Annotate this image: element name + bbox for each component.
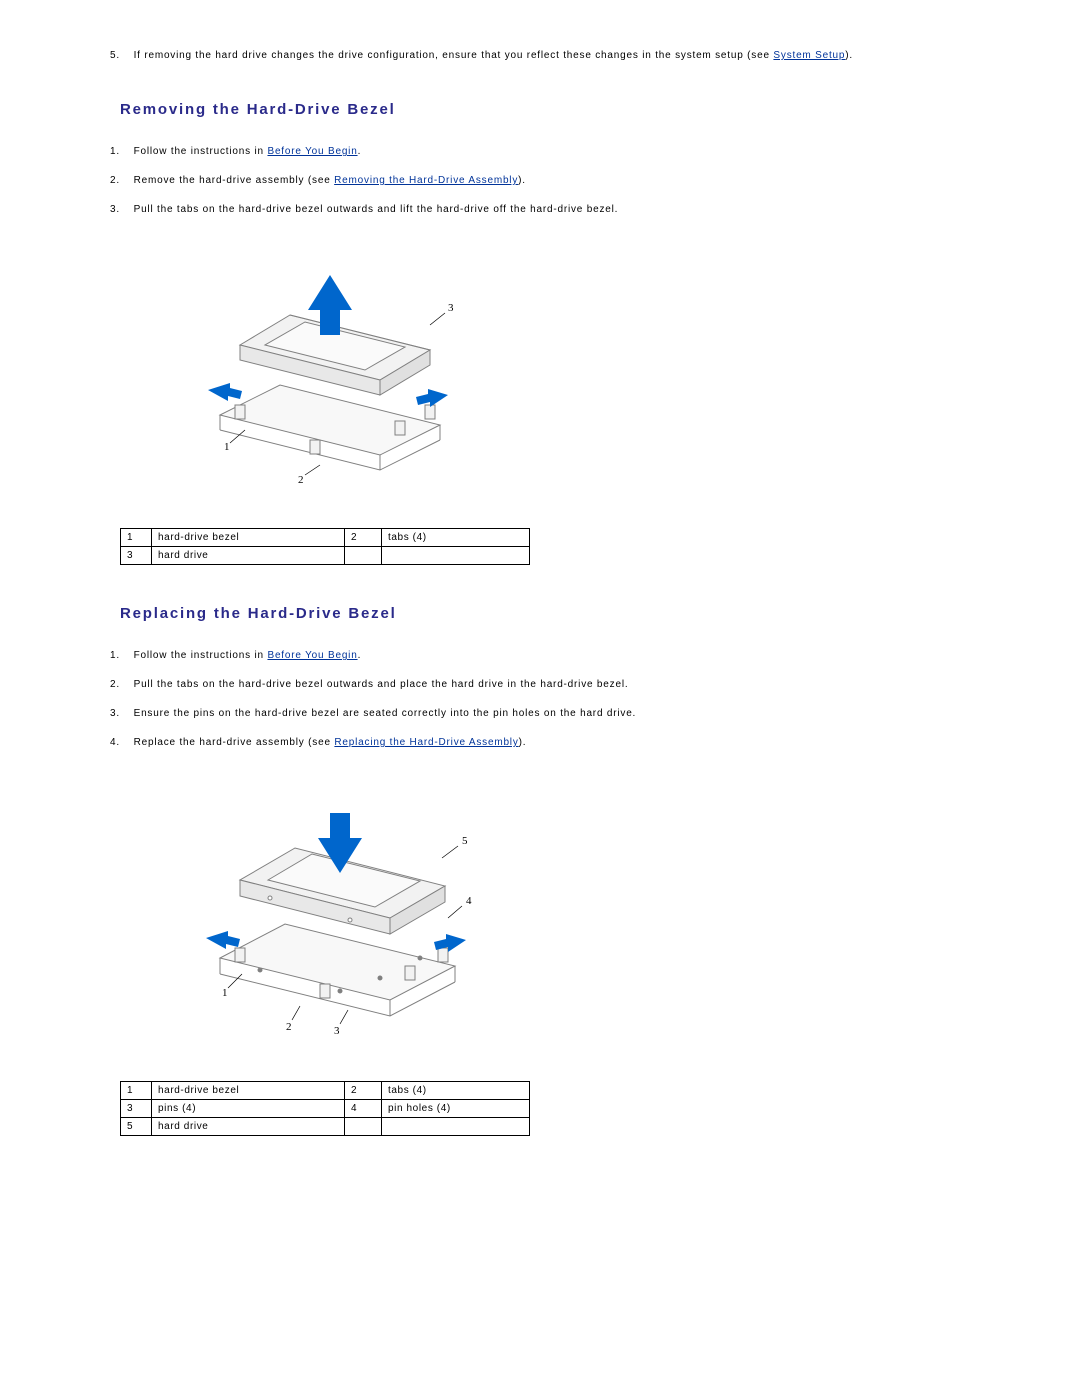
diagram-replacing-bezel: 1 2 3 4 5 <box>180 788 500 1038</box>
step-text: Ensure the pins on the hard-drive bezel … <box>134 708 637 719</box>
cell: 2 <box>345 1082 382 1100</box>
step-text-before: Follow the instructions in <box>134 146 268 157</box>
step-number: 4. <box>110 737 130 748</box>
callout-5: 5 <box>462 835 468 847</box>
callout-1: 1 <box>222 987 228 999</box>
table-row: 1 hard-drive bezel 2 tabs (4) <box>121 1082 530 1100</box>
cell: hard drive <box>152 547 345 565</box>
callout-2: 2 <box>298 474 304 485</box>
s1-step-3: 3. Pull the tabs on the hard-drive bezel… <box>60 204 1020 215</box>
link-before-you-begin[interactable]: Before You Begin <box>267 146 357 157</box>
arrow-out-icon <box>434 934 466 952</box>
cell <box>382 1118 530 1136</box>
link-before-you-begin[interactable]: Before You Begin <box>267 650 357 661</box>
cell: 3 <box>121 1100 152 1118</box>
figure-replacing-bezel: 1 2 3 4 5 <box>180 788 1020 1041</box>
s2-step-4: 4. Replace the hard-drive assembly (see … <box>60 737 1020 748</box>
step-number: 3. <box>110 708 130 719</box>
step-text-after: ). <box>519 737 527 748</box>
cell: hard drive <box>152 1118 345 1136</box>
figure-removing-bezel: 1 2 3 <box>180 255 1020 488</box>
cell: 5 <box>121 1118 152 1136</box>
step-number: 1. <box>110 650 130 661</box>
link-system-setup[interactable]: System Setup <box>773 50 845 61</box>
s2-step-1: 1. Follow the instructions in Before You… <box>60 650 1020 661</box>
s1-step-1: 1. Follow the instructions in Before You… <box>60 146 1020 157</box>
table-removing-callouts: 1 hard-drive bezel 2 tabs (4) 3 hard dri… <box>120 528 530 565</box>
link-removing-assembly[interactable]: Removing the Hard-Drive Assembly <box>334 175 518 186</box>
callout-4: 4 <box>466 895 472 907</box>
cell: 2 <box>345 529 382 547</box>
table-row: 5 hard drive <box>121 1118 530 1136</box>
step-text-before: Replace the hard-drive assembly (see <box>134 737 335 748</box>
table-row: 3 pins (4) 4 pin holes (4) <box>121 1100 530 1118</box>
arrow-out-icon <box>206 931 240 949</box>
cell <box>382 547 530 565</box>
table-row: 3 hard drive <box>121 547 530 565</box>
step-text-after: ). <box>518 175 526 186</box>
step-number: 2. <box>110 175 130 186</box>
callout-3: 3 <box>448 302 454 314</box>
cell: pins (4) <box>152 1100 345 1118</box>
step-text-after: . <box>358 146 362 157</box>
arrow-out-icon <box>208 383 242 401</box>
cell: pin holes (4) <box>382 1100 530 1118</box>
step-text-after: ). <box>845 50 853 61</box>
cell: hard-drive bezel <box>152 1082 345 1100</box>
callout-2: 2 <box>286 1021 292 1033</box>
step-text-before: If removing the hard drive changes the d… <box>134 50 774 61</box>
diagram-removing-bezel: 1 2 3 <box>180 255 480 485</box>
step-number: 3. <box>110 204 130 215</box>
step-text-before: Follow the instructions in <box>134 650 268 661</box>
cell <box>345 547 382 565</box>
cell: 1 <box>121 1082 152 1100</box>
s1-step-2: 2. Remove the hard-drive assembly (see R… <box>60 175 1020 186</box>
step-text-after: . <box>358 650 362 661</box>
step-text: Pull the tabs on the hard-drive bezel ou… <box>134 679 629 690</box>
callout-3: 3 <box>334 1025 340 1037</box>
step-text-before: Remove the hard-drive assembly (see <box>134 175 335 186</box>
callout-1: 1 <box>224 441 230 453</box>
cell: 4 <box>345 1100 382 1118</box>
cell: 1 <box>121 529 152 547</box>
cell: hard-drive bezel <box>152 529 345 547</box>
heading-removing-bezel: Removing the Hard-Drive Bezel <box>120 101 1020 118</box>
step-number: 1. <box>110 146 130 157</box>
step-number: 2. <box>110 679 130 690</box>
intro-step-5: 5. If removing the hard drive changes th… <box>60 50 1020 61</box>
heading-replacing-bezel: Replacing the Hard-Drive Bezel <box>120 605 1020 622</box>
table-row: 1 hard-drive bezel 2 tabs (4) <box>121 529 530 547</box>
cell: tabs (4) <box>382 1082 530 1100</box>
table-replacing-callouts: 1 hard-drive bezel 2 tabs (4) 3 pins (4)… <box>120 1081 530 1136</box>
s2-step-2: 2. Pull the tabs on the hard-drive bezel… <box>60 679 1020 690</box>
link-replacing-assembly[interactable]: Replacing the Hard-Drive Assembly <box>334 737 518 748</box>
s2-step-3: 3. Ensure the pins on the hard-drive bez… <box>60 708 1020 719</box>
step-number: 5. <box>110 50 130 61</box>
cell <box>345 1118 382 1136</box>
arrow-out-icon <box>416 389 448 407</box>
cell: tabs (4) <box>382 529 530 547</box>
cell: 3 <box>121 547 152 565</box>
step-text: Pull the tabs on the hard-drive bezel ou… <box>134 204 619 215</box>
